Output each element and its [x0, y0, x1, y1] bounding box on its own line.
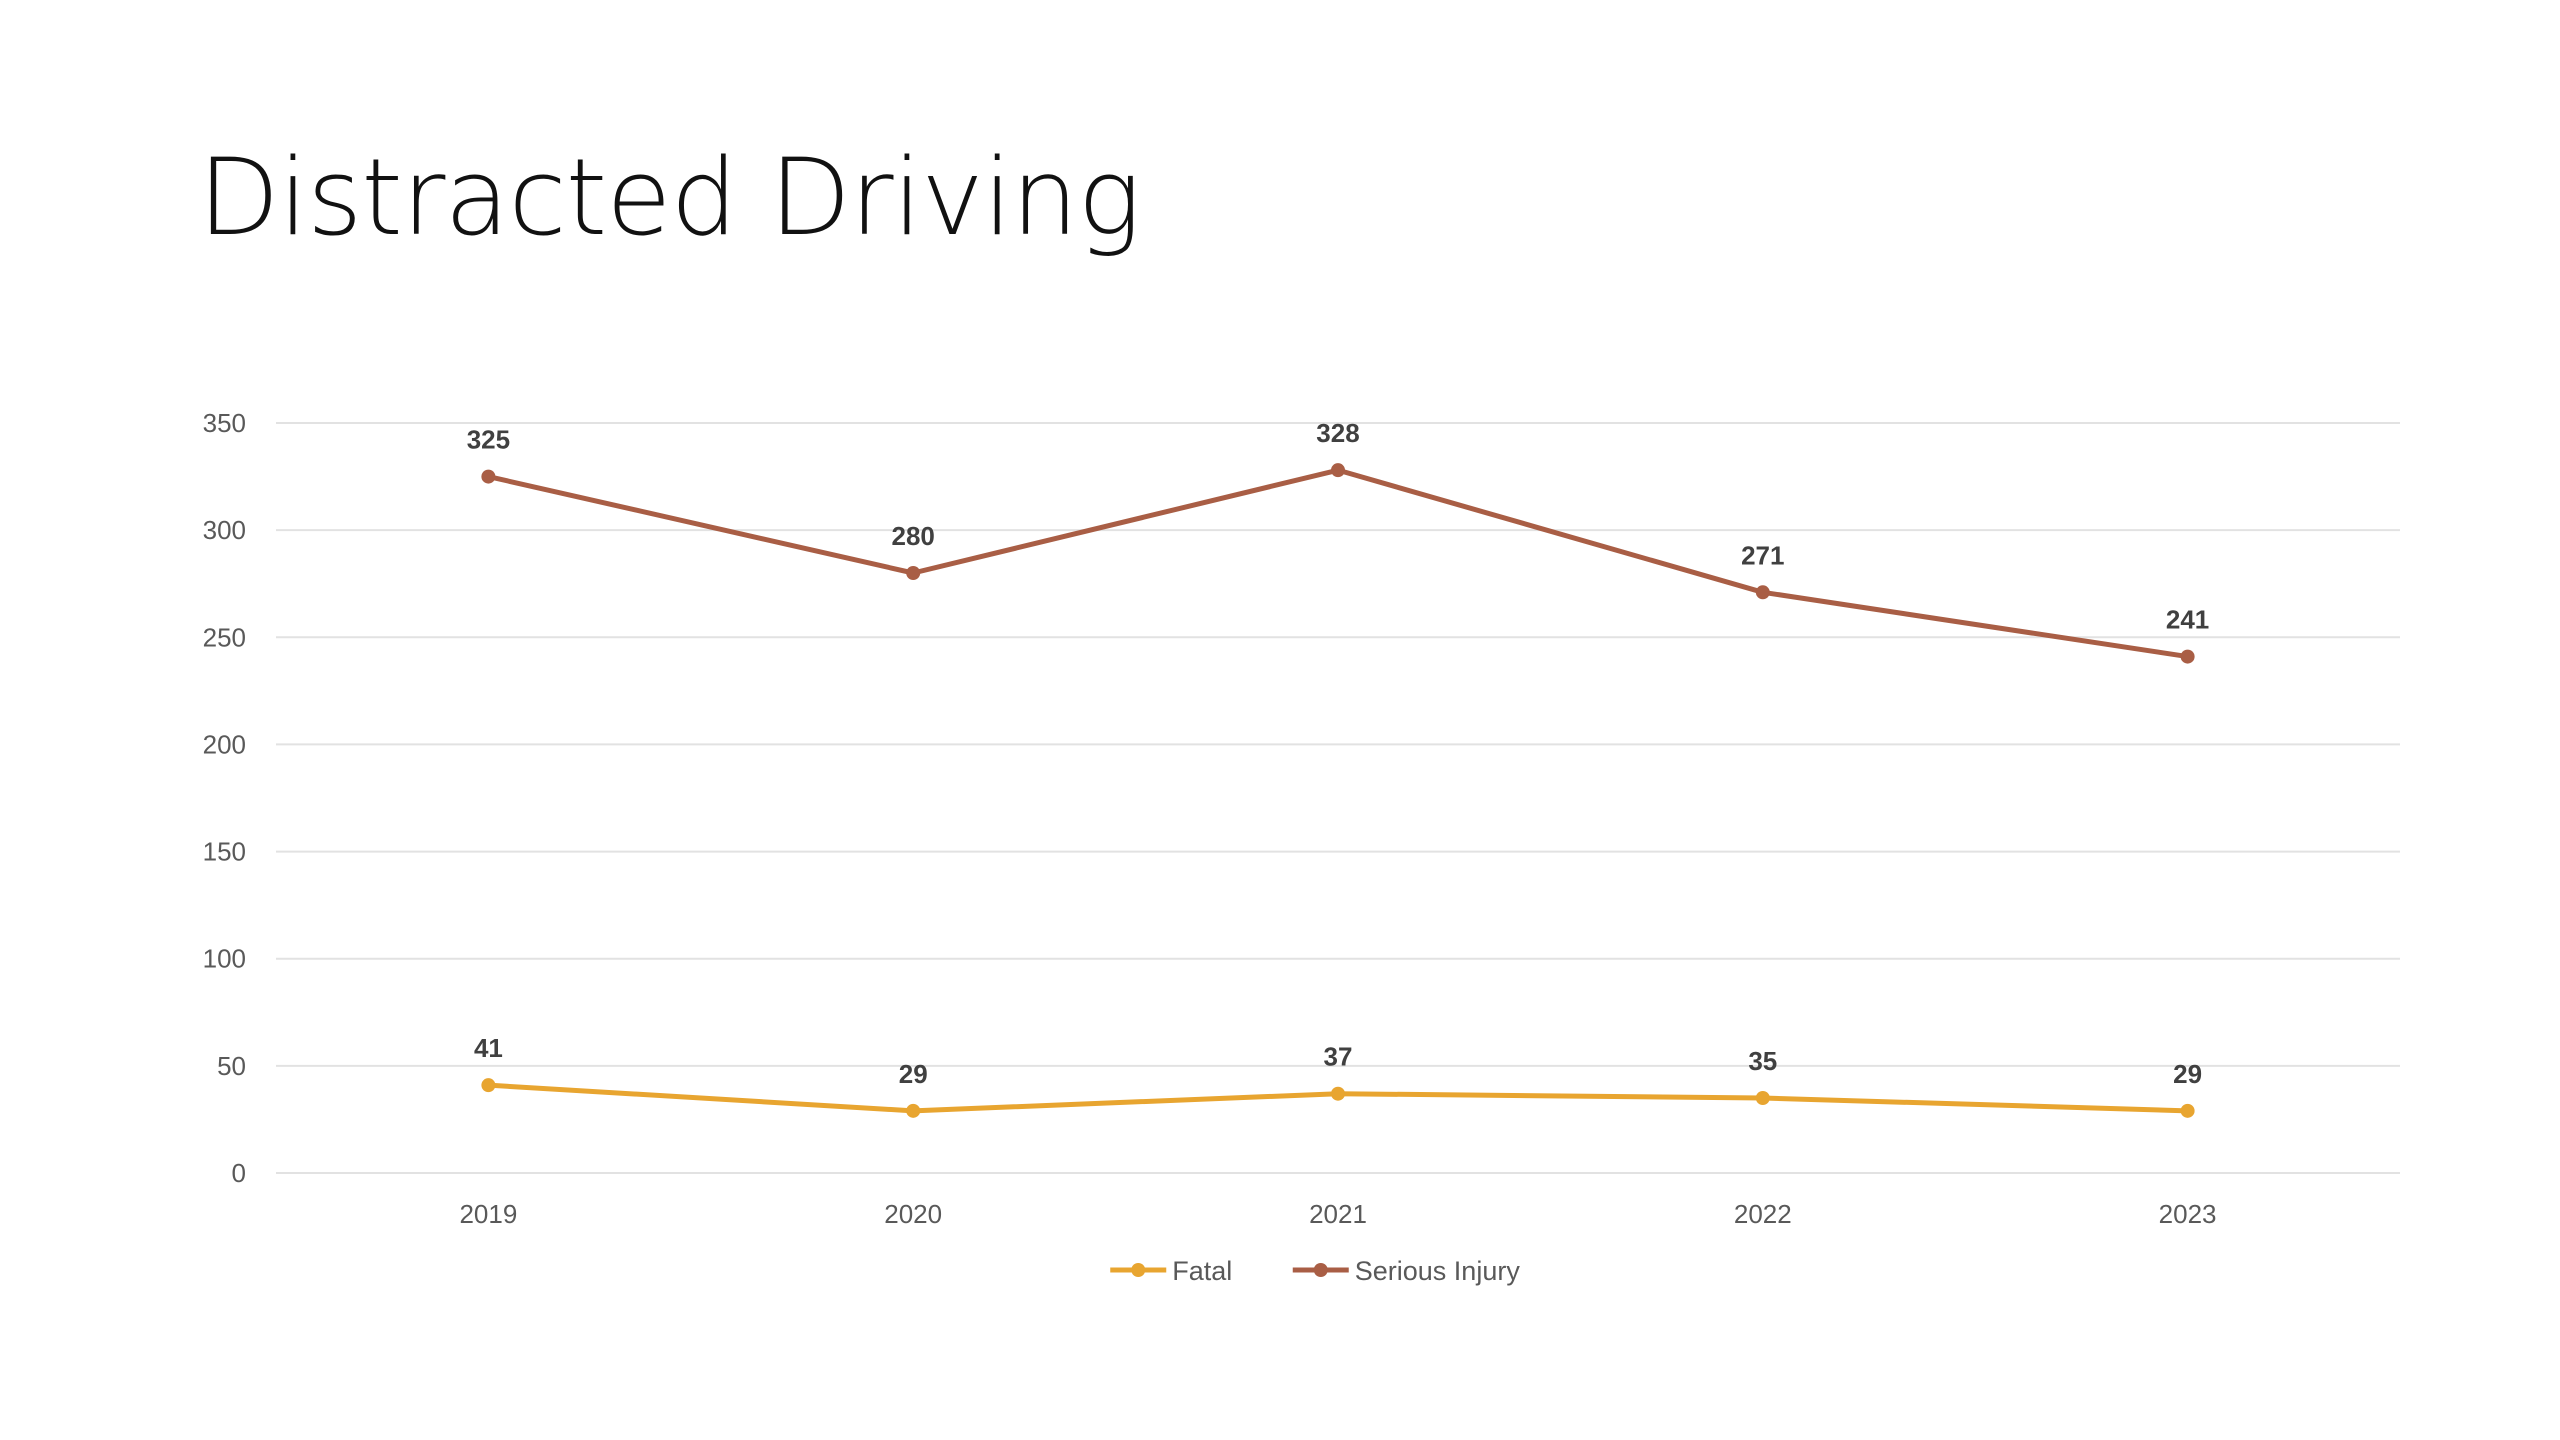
y-tick-label: 200: [203, 729, 246, 759]
legend-label-fatal: Fatal: [1172, 1256, 1232, 1286]
slide-title: Distracted Driving: [198, 136, 1141, 259]
legend-marker-fatal: [1131, 1263, 1146, 1277]
data-label-fatal: 29: [899, 1059, 928, 1089]
data-point-serious-injury: [1755, 585, 1770, 600]
y-tick-label: 100: [203, 944, 246, 974]
legend-label-serious-injury: Serious Injury: [1355, 1256, 1521, 1286]
data-point-serious-injury: [2180, 649, 2195, 664]
data-label-serious-injury: 280: [892, 521, 935, 551]
data-label-fatal: 41: [474, 1033, 503, 1063]
data-label-fatal: 37: [1324, 1042, 1353, 1072]
y-tick-label: 0: [232, 1158, 246, 1188]
data-point-fatal: [1755, 1091, 1770, 1105]
y-tick-label: 50: [217, 1051, 246, 1081]
x-tick-label: 2019: [459, 1199, 517, 1229]
y-tick-label: 350: [203, 408, 246, 438]
data-label-fatal: 29: [2173, 1059, 2202, 1089]
series-line-serious-injury: [485, 467, 2191, 660]
y-tick-label: 150: [203, 837, 246, 867]
data-point-fatal: [1331, 1086, 1345, 1101]
x-tick-label: 2020: [884, 1199, 942, 1229]
data-point-serious-injury: [906, 566, 921, 580]
data-label-serious-injury: 241: [2166, 605, 2209, 635]
data-label-fatal: 35: [1748, 1046, 1777, 1076]
data-point-fatal: [481, 1078, 496, 1093]
data-point-serious-injury: [481, 469, 496, 484]
data-point-fatal: [2180, 1103, 2195, 1118]
y-tick-label: 300: [203, 515, 246, 545]
data-point-fatal: [906, 1103, 921, 1118]
x-tick-label: 2022: [1734, 1199, 1792, 1229]
x-tick-label: 2023: [2159, 1199, 2217, 1229]
data-label-serious-injury: 271: [1741, 540, 1784, 570]
data-label-serious-injury: 328: [1316, 418, 1359, 448]
data-point-serious-injury: [1331, 463, 1345, 478]
x-tick-label: 2021: [1309, 1199, 1367, 1229]
y-tick-label: 250: [203, 622, 246, 652]
data-label-serious-injury: 325: [467, 425, 510, 455]
legend-marker-serious-injury: [1313, 1263, 1328, 1277]
